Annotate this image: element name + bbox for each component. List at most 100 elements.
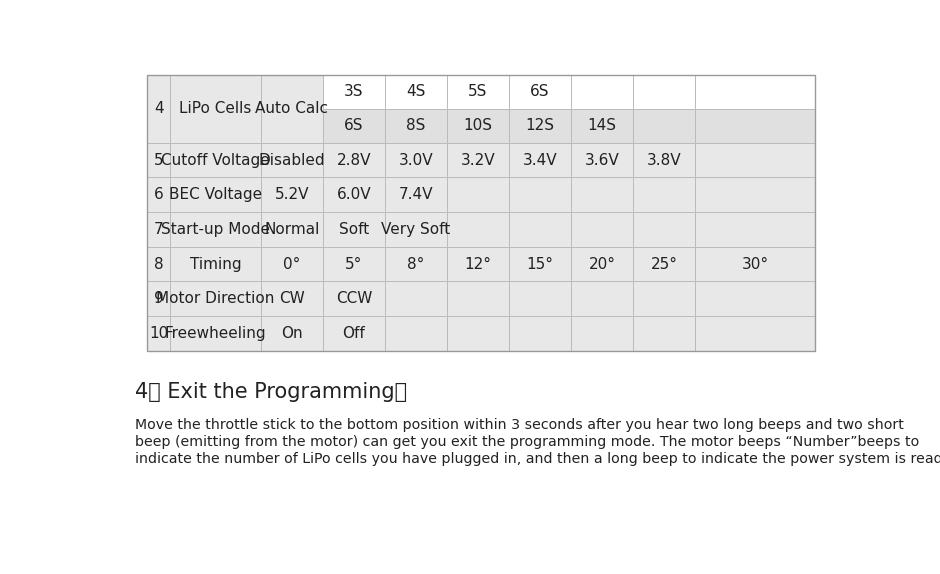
Bar — [322, 75, 384, 109]
Bar — [446, 109, 509, 143]
Text: 3.2V: 3.2V — [461, 153, 495, 168]
Bar — [571, 109, 633, 143]
Text: 3.6V: 3.6V — [585, 153, 619, 168]
Bar — [633, 212, 695, 247]
Text: 6S: 6S — [530, 84, 550, 99]
Bar — [384, 177, 446, 212]
Text: 10: 10 — [149, 326, 168, 341]
Bar — [633, 247, 695, 281]
Bar — [695, 212, 815, 247]
Bar — [147, 281, 170, 316]
Bar — [695, 143, 815, 177]
Bar — [695, 281, 815, 316]
Bar — [446, 281, 509, 316]
Bar — [695, 247, 815, 281]
Text: BEC Voltage: BEC Voltage — [169, 187, 262, 202]
Bar — [147, 75, 170, 143]
Text: 4: 4 — [154, 102, 164, 117]
Text: 6.0V: 6.0V — [337, 187, 371, 202]
Text: 3.0V: 3.0V — [399, 153, 433, 168]
Bar — [633, 75, 695, 109]
Bar — [695, 316, 815, 351]
Bar — [384, 281, 446, 316]
Text: On: On — [281, 326, 303, 341]
Text: CCW: CCW — [336, 291, 372, 306]
Text: 5.2V: 5.2V — [274, 187, 309, 202]
Bar — [261, 281, 322, 316]
Text: 10S: 10S — [463, 118, 493, 133]
Bar — [322, 247, 384, 281]
Bar — [147, 212, 170, 247]
Bar — [384, 75, 446, 109]
Bar — [261, 75, 322, 143]
Bar — [633, 281, 695, 316]
Text: Soft: Soft — [338, 222, 369, 237]
Text: 12°: 12° — [464, 257, 492, 272]
Bar — [446, 247, 509, 281]
Text: 7: 7 — [154, 222, 164, 237]
Bar — [322, 177, 384, 212]
Bar — [509, 109, 571, 143]
Bar — [571, 143, 633, 177]
Bar — [446, 75, 509, 109]
Text: Timing: Timing — [190, 257, 242, 272]
Text: Freewheeling: Freewheeling — [164, 326, 266, 341]
Bar — [509, 316, 571, 351]
Text: LiPo Cells: LiPo Cells — [180, 102, 252, 117]
Bar — [633, 316, 695, 351]
Bar — [695, 75, 815, 109]
Bar — [147, 247, 170, 281]
Text: Motor Direction: Motor Direction — [156, 291, 274, 306]
Text: 0°: 0° — [283, 257, 301, 272]
Bar — [170, 75, 261, 143]
Text: Very Soft: Very Soft — [382, 222, 450, 237]
Text: beep (emitting from the motor) can get you exit the programming mode. The motor : beep (emitting from the motor) can get y… — [134, 435, 918, 448]
Text: Cutoff Voltage: Cutoff Voltage — [161, 153, 270, 168]
Text: 3.4V: 3.4V — [523, 153, 557, 168]
Text: 4、 Exit the Programming：: 4、 Exit the Programming： — [134, 382, 407, 402]
Bar — [170, 247, 261, 281]
Bar — [446, 143, 509, 177]
Bar — [147, 177, 170, 212]
Text: 5°: 5° — [345, 257, 363, 272]
Text: Auto Calc: Auto Calc — [256, 102, 328, 117]
Text: 9: 9 — [154, 291, 164, 306]
Text: indicate the number of LiPo cells you have plugged in, and then a long beep to i: indicate the number of LiPo cells you ha… — [134, 452, 940, 466]
Text: 4S: 4S — [406, 84, 426, 99]
Bar — [509, 177, 571, 212]
Text: 15°: 15° — [526, 257, 554, 272]
Text: 7.4V: 7.4V — [399, 187, 433, 202]
Bar — [322, 212, 384, 247]
Bar — [571, 75, 633, 109]
Text: Off: Off — [342, 326, 366, 341]
Bar — [633, 109, 695, 143]
Text: CW: CW — [279, 291, 305, 306]
Bar — [571, 177, 633, 212]
Text: 6: 6 — [154, 187, 164, 202]
Bar — [261, 212, 322, 247]
Bar — [322, 109, 384, 143]
Bar — [446, 177, 509, 212]
Bar — [633, 143, 695, 177]
Text: 5S: 5S — [468, 84, 488, 99]
Bar — [170, 212, 261, 247]
Text: 14S: 14S — [588, 118, 617, 133]
Text: 3.8V: 3.8V — [647, 153, 682, 168]
Bar — [170, 177, 261, 212]
Bar — [261, 247, 322, 281]
Bar — [170, 143, 261, 177]
Bar — [261, 143, 322, 177]
Text: Start-up Mode: Start-up Mode — [161, 222, 270, 237]
Text: 2.8V: 2.8V — [337, 153, 371, 168]
Bar — [571, 281, 633, 316]
Bar — [261, 316, 322, 351]
Bar — [571, 247, 633, 281]
Bar — [384, 109, 446, 143]
Text: 8°: 8° — [407, 257, 425, 272]
Text: 30°: 30° — [742, 257, 769, 272]
Text: Move the throttle stick to the bottom position within 3 seconds after you hear t: Move the throttle stick to the bottom po… — [134, 418, 903, 432]
Bar — [147, 316, 170, 351]
Bar — [384, 316, 446, 351]
Text: 25°: 25° — [650, 257, 678, 272]
Text: 8S: 8S — [406, 118, 426, 133]
